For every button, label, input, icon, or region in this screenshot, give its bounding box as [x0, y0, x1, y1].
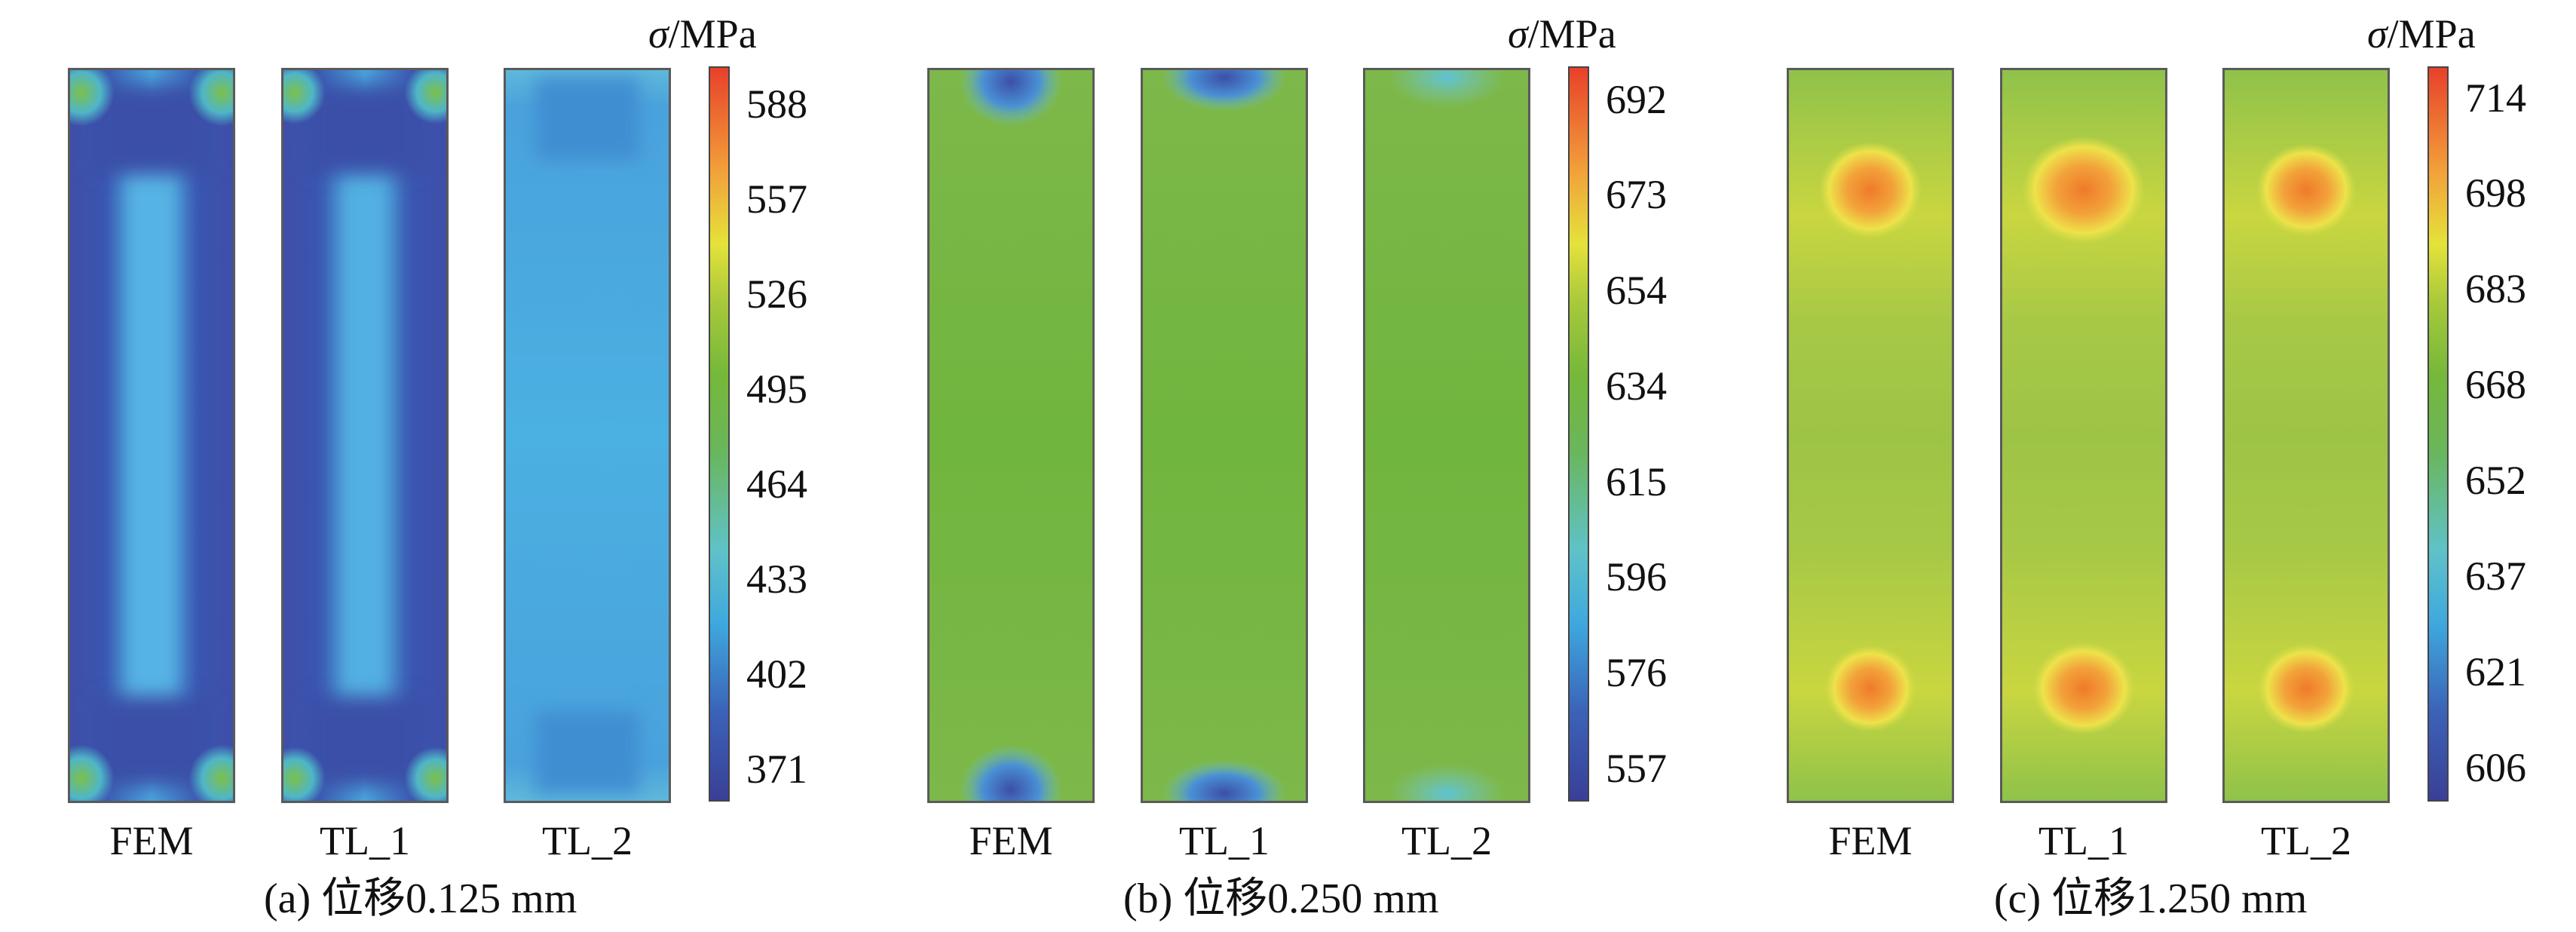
colorbar-ticks-a: 588 557 526 495 464 433 402 371 [746, 66, 897, 802]
colorbar-tick: 637 [2465, 553, 2526, 599]
colorbar-tick: 634 [1606, 363, 1667, 409]
colorbar-tick: 654 [1606, 268, 1667, 313]
colorbar-tick: 652 [2465, 458, 2526, 503]
heatmap-a-fem [68, 68, 235, 803]
sample-label-fem: FEM [109, 818, 194, 863]
heatmap-c-fem [1787, 68, 1954, 803]
colorbar-tick: 615 [1606, 459, 1667, 504]
colorbar-a [709, 66, 730, 802]
colorbar-tick: 557 [746, 176, 807, 222]
colorbar-ticks-b: 692 673 654 634 615 596 576 557 [1606, 66, 1757, 802]
colorbar-tick: 596 [1606, 554, 1667, 599]
colorbar-tick: 557 [1606, 746, 1667, 791]
heatmap-a-tl2 [504, 68, 671, 803]
colorbar-tick: 371 [746, 747, 807, 792]
colorbar-tick: 606 [2465, 745, 2526, 790]
colorbar-tick: 495 [746, 366, 807, 412]
heatmap-c-tl1 [2000, 68, 2167, 803]
colorbar-tick: 714 [2465, 75, 2526, 121]
caption-b: (b) 位移0.250 mm [1123, 875, 1439, 922]
sample-label-tl2: TL_2 [1401, 818, 1492, 863]
colorbar-tick: 683 [2465, 266, 2526, 311]
panel-a: FEM TL_1 TL_2 σ/MPa 588 557 526 495 464 … [0, 0, 859, 932]
colorbar-ticks-c: 714 698 683 668 652 637 621 606 [2465, 66, 2576, 802]
heatmap-b-fem [927, 68, 1095, 803]
colorbar-unit-b: σ/MPa [1508, 11, 1616, 57]
sample-label-fem: FEM [1828, 818, 1913, 863]
colorbar-tick: 673 [1606, 172, 1667, 217]
colorbar-tick: 526 [746, 271, 807, 317]
heatmap-b-tl2 [1363, 68, 1530, 803]
sample-label-fem: FEM [969, 818, 1053, 863]
colorbar-tick: 692 [1606, 77, 1667, 122]
colorbar-tick: 402 [746, 651, 807, 697]
panel-c: FEM TL_1 TL_2 σ/MPa 714 698 683 668 652 … [1719, 0, 2576, 932]
sample-label-tl2: TL_2 [2261, 818, 2351, 863]
colorbar-tick: 621 [2465, 649, 2526, 694]
colorbar-tick: 668 [2465, 362, 2526, 407]
heatmap-c-tl2 [2222, 68, 2390, 803]
caption-a: (a) 位移0.125 mm [264, 875, 577, 922]
colorbar-unit-a: σ/MPa [648, 11, 757, 57]
colorbar-unit-c: σ/MPa [2367, 11, 2476, 57]
caption-c: (c) 位移1.250 mm [1994, 875, 2308, 922]
colorbar-tick: 576 [1606, 650, 1667, 695]
colorbar-tick: 698 [2465, 170, 2526, 216]
heatmap-b-tl1 [1141, 68, 1308, 803]
sample-label-tl1: TL_1 [2038, 818, 2129, 863]
heatmap-a-tl1 [281, 68, 449, 803]
sample-label-tl1: TL_1 [320, 818, 410, 863]
colorbar-tick: 433 [746, 556, 807, 602]
sample-label-tl1: TL_1 [1179, 818, 1270, 863]
colorbar-tick: 588 [746, 81, 807, 127]
colorbar-b [1568, 66, 1589, 802]
colorbar-tick: 464 [746, 461, 807, 507]
sample-label-tl2: TL_2 [542, 818, 633, 863]
panel-b: FEM TL_1 TL_2 σ/MPa 692 673 654 634 615 … [859, 0, 1719, 932]
colorbar-c [2427, 66, 2449, 802]
